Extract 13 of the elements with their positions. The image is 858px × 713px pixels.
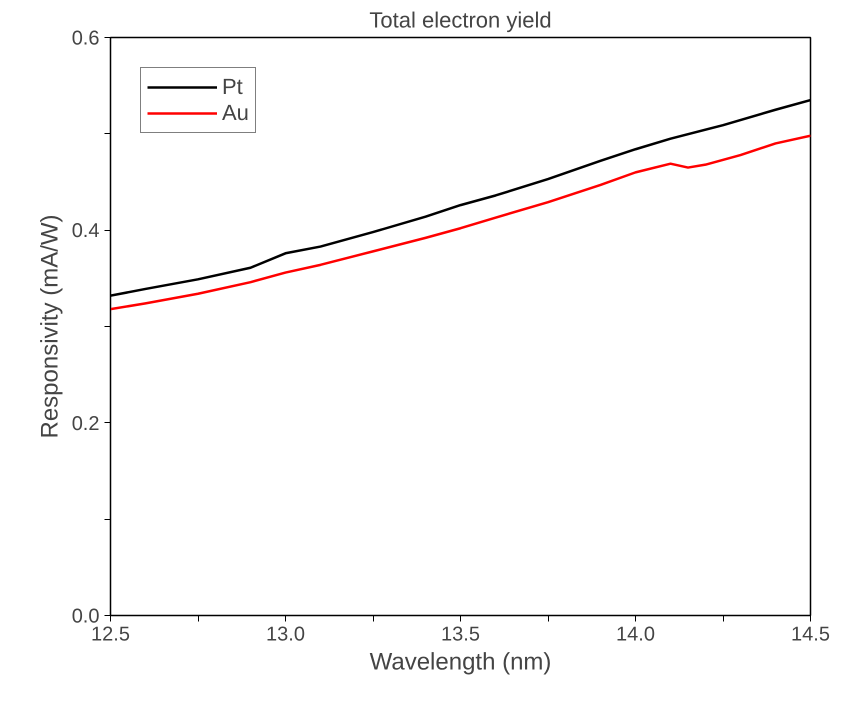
- y-axis-title: Responsivity (mA/W): [36, 214, 64, 439]
- legend-label: Pt: [222, 74, 243, 100]
- y-tick-label: 0.6: [72, 28, 100, 50]
- y-tick-label: 0.2: [72, 412, 100, 435]
- line-series: [110, 134, 810, 310]
- text: 14.0: [616, 624, 655, 646]
- chart-title: Total electron yield: [369, 8, 552, 32]
- text: 13.0: [266, 624, 305, 646]
- x-tick-label: 13.5: [441, 624, 480, 646]
- legend-label: Au: [222, 100, 249, 126]
- x-tick-label: 14.5: [791, 624, 830, 646]
- x-axis-title: Wavelength (nm): [370, 648, 552, 676]
- y-tick-label: 0.4: [72, 220, 100, 242]
